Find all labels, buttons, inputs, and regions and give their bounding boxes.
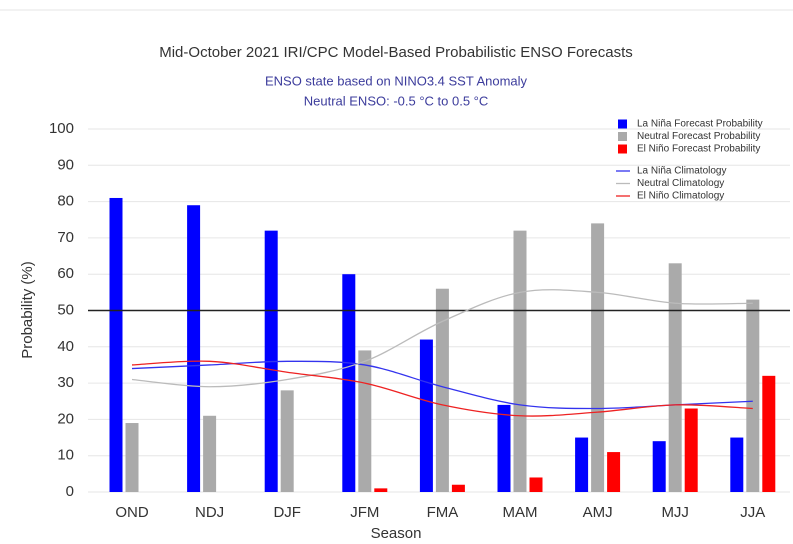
bar	[358, 350, 372, 492]
bar	[591, 223, 605, 492]
y-tick-label: 90	[57, 156, 74, 173]
x-tick-label: JFM	[350, 504, 379, 521]
bar	[280, 390, 294, 492]
bar	[125, 423, 139, 492]
bar	[529, 477, 543, 492]
chart-subtitle: ENSO state based on NINO3.4 SST Anomaly	[265, 73, 528, 88]
bar	[435, 288, 449, 492]
climatology-line	[131, 360, 753, 417]
legend-label: La Niña Climatology	[637, 166, 727, 177]
legend-label: El Niño Climatology	[637, 191, 724, 202]
bar	[746, 299, 760, 492]
bar	[203, 415, 217, 492]
x-tick-label: MJJ	[661, 504, 689, 521]
legend-label: La Niña Forecast Probability	[637, 119, 763, 130]
bar	[419, 339, 433, 492]
bar	[109, 197, 123, 492]
x-tick-label: DJF	[273, 504, 301, 521]
y-tick-label: 70	[57, 229, 74, 246]
legend-label: Neutral Forecast Probability	[637, 131, 760, 142]
x-tick-label: FMA	[427, 504, 459, 521]
x-axis-title: Season	[371, 525, 422, 542]
y-tick-label: 80	[57, 193, 74, 210]
bar	[684, 408, 698, 492]
legend-label: Neutral Climatology	[637, 178, 724, 189]
bar	[652, 441, 666, 492]
y-tick-label: 50	[57, 301, 74, 318]
y-tick-label: 40	[57, 338, 74, 355]
y-tick-label: 30	[57, 374, 74, 391]
x-tick-label: AMJ	[583, 504, 613, 521]
bar	[575, 437, 589, 492]
bar	[668, 263, 682, 492]
legend-swatch	[618, 119, 627, 129]
legend-swatch	[618, 132, 627, 141]
climatology-line	[131, 289, 753, 388]
x-tick-label: OND	[115, 504, 149, 521]
bar	[342, 274, 356, 492]
y-tick-label: 60	[57, 265, 74, 282]
y-tick-label: 100	[49, 120, 74, 137]
bar	[187, 205, 201, 493]
x-tick-label: JJA	[740, 504, 765, 521]
y-tick-label: 0	[66, 483, 74, 500]
bar	[451, 484, 465, 492]
bar	[497, 404, 511, 492]
chart-title: Mid-October 2021 IRI/CPC Model-Based Pro…	[159, 44, 633, 61]
bar	[762, 375, 776, 492]
chart-subtitle: Neutral ENSO: -0.5 °C to 0.5 °C	[304, 93, 489, 108]
y-tick-label: 10	[57, 447, 74, 464]
y-axis-title: Probability (%)	[19, 261, 36, 359]
bar	[374, 488, 388, 492]
x-tick-label: MAM	[503, 504, 538, 521]
legend-swatch	[618, 144, 627, 154]
bar	[730, 437, 744, 492]
x-tick-label: NDJ	[195, 504, 224, 521]
y-tick-label: 20	[57, 410, 74, 427]
legend-label: El Niño Forecast Probability	[637, 144, 760, 155]
bar	[513, 230, 527, 492]
bar	[607, 452, 621, 492]
